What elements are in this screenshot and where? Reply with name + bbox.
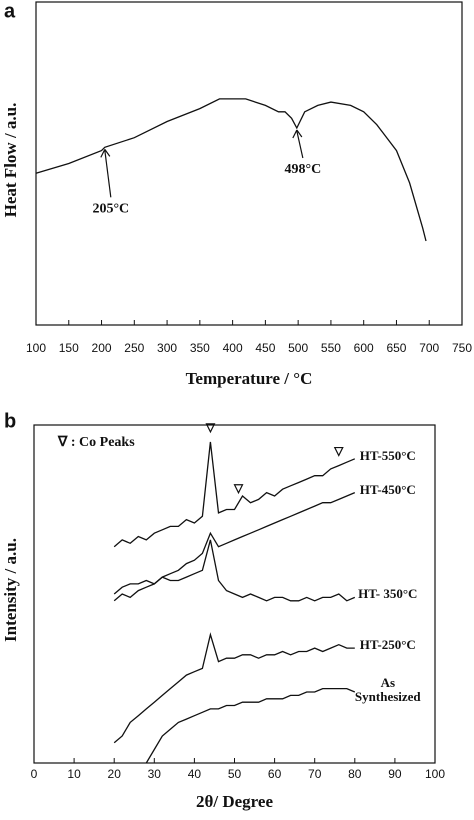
x-tick-label: 550 (321, 341, 341, 355)
co-peaks-legend: ∇ : Co Peaks (57, 435, 135, 450)
x-tick-label: 350 (190, 341, 210, 355)
arrow-head (100, 149, 111, 158)
x-axis-title: 2θ/ Degree (196, 792, 273, 811)
x-tick-label: 100 (425, 767, 445, 781)
series-label: HT-250°C (359, 637, 416, 653)
x-tick-label: 60 (268, 767, 282, 781)
plot-frame (35, 1, 463, 326)
co-peak-marker (333, 446, 344, 457)
x-tick-label: 700 (419, 341, 439, 355)
xrd-pattern (113, 441, 356, 548)
x-tick-label: 300 (157, 341, 177, 355)
annotation-arrow (296, 130, 304, 159)
co-peak-marker (205, 423, 216, 434)
xrd-pattern (145, 687, 356, 764)
x-tick-label: 70 (308, 767, 322, 781)
x-tick-label: 150 (59, 341, 79, 355)
y-axis-title: Heat Flow / a.u. (1, 103, 20, 218)
x-tick-label: 50 (228, 767, 242, 781)
x-tick-label: 100 (26, 341, 46, 355)
x-tick-label: 500 (288, 341, 308, 355)
x-tick-label: 750 (452, 341, 472, 355)
panel-label: a (4, 0, 16, 22)
y-axis-title: Intensity / a.u. (1, 538, 20, 642)
series-label: HT-450°C (359, 481, 416, 497)
xrd-pattern (113, 539, 356, 602)
annotation-arrow (104, 150, 112, 198)
heat-flow-line (35, 98, 427, 242)
x-tick-label: 400 (223, 341, 243, 355)
x-tick-label: 450 (255, 341, 275, 355)
x-axis-title: Temperature / °C (186, 369, 313, 388)
x-tick-label: 30 (148, 767, 162, 781)
x-tick-label: 20 (108, 767, 122, 781)
x-tick-label: 80 (348, 767, 362, 781)
series-label: HT- 350°C (358, 586, 418, 602)
series-label: HT-550°C (359, 447, 416, 463)
x-tick-label: 90 (388, 767, 402, 781)
xrd-pattern (113, 632, 355, 744)
series-label: As Synthesized (354, 675, 421, 705)
x-tick-label: 650 (386, 341, 406, 355)
annotation-label: 498°C (284, 162, 321, 177)
x-tick-label: 40 (188, 767, 202, 781)
panel-label: b (4, 410, 16, 432)
x-tick-label: 0 (31, 767, 38, 781)
x-tick-label: 250 (124, 341, 144, 355)
x-tick-label: 600 (354, 341, 374, 355)
x-tick-label: 200 (92, 341, 112, 355)
arrow-head (292, 129, 303, 139)
x-tick-label: 10 (67, 767, 81, 781)
co-peak-marker (233, 484, 244, 495)
annotation-label: 205°C (92, 202, 129, 217)
